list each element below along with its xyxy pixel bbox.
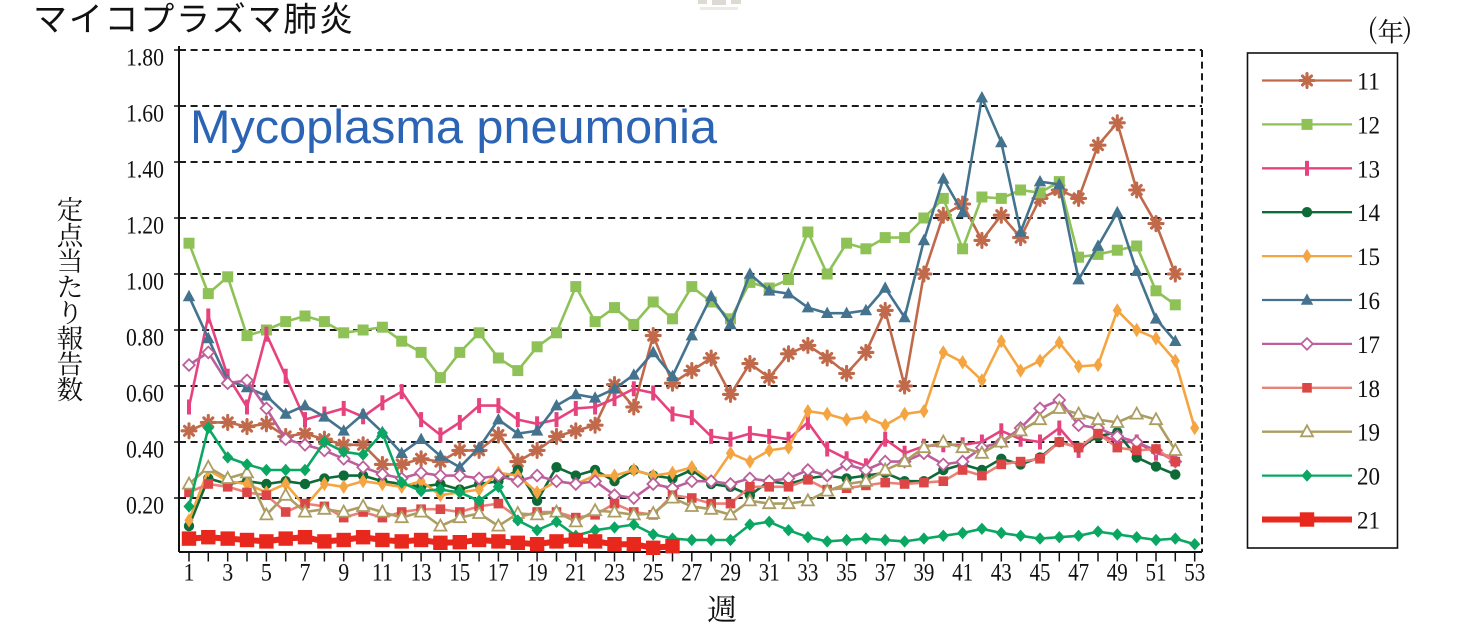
svg-text:1.20: 1.20 — [126, 213, 164, 240]
svg-text:21: 21 — [565, 560, 586, 587]
svg-text:14: 14 — [1357, 200, 1380, 227]
svg-text:1.80: 1.80 — [126, 45, 164, 72]
svg-text:16: 16 — [1357, 288, 1380, 315]
svg-text:12: 12 — [1357, 112, 1380, 139]
svg-text:17: 17 — [1357, 332, 1380, 359]
svg-text:17: 17 — [488, 560, 509, 587]
svg-text:15: 15 — [449, 560, 470, 587]
svg-text:5: 5 — [261, 560, 272, 587]
svg-text:7: 7 — [300, 560, 311, 587]
svg-text:25: 25 — [643, 560, 664, 587]
svg-text:18: 18 — [1357, 376, 1380, 403]
svg-text:53: 53 — [1184, 560, 1205, 587]
svg-text:21: 21 — [1357, 508, 1380, 535]
svg-text:33: 33 — [797, 560, 818, 587]
svg-text:20: 20 — [1357, 464, 1380, 491]
svg-text:27: 27 — [681, 560, 702, 587]
svg-text:41: 41 — [952, 560, 973, 587]
svg-text:19: 19 — [1357, 420, 1380, 447]
svg-text:0.20: 0.20 — [126, 493, 164, 520]
svg-text:13: 13 — [1357, 156, 1380, 183]
svg-text:31: 31 — [759, 560, 780, 587]
svg-text:1.60: 1.60 — [126, 101, 164, 128]
svg-text:45: 45 — [1030, 560, 1051, 587]
svg-text:1.00: 1.00 — [126, 269, 164, 296]
svg-text:0.40: 0.40 — [126, 437, 164, 464]
svg-text:15: 15 — [1357, 244, 1380, 271]
svg-text:1.40: 1.40 — [126, 157, 164, 184]
svg-text:35: 35 — [836, 560, 857, 587]
svg-text:13: 13 — [411, 560, 432, 587]
svg-text:11: 11 — [1357, 69, 1380, 96]
svg-text:19: 19 — [527, 560, 548, 587]
svg-text:Mycoplasma pneumonia: Mycoplasma pneumonia — [190, 100, 718, 153]
svg-text:1: 1 — [184, 560, 195, 587]
svg-text:43: 43 — [991, 560, 1012, 587]
svg-text:47: 47 — [1068, 560, 1089, 587]
svg-text:3: 3 — [222, 560, 233, 587]
svg-text:49: 49 — [1107, 560, 1128, 587]
svg-text:11: 11 — [372, 560, 393, 587]
svg-text:0.80: 0.80 — [126, 325, 164, 352]
svg-text:51: 51 — [1146, 560, 1167, 587]
svg-text:29: 29 — [720, 560, 741, 587]
svg-text:37: 37 — [875, 560, 896, 587]
svg-text:39: 39 — [913, 560, 934, 587]
svg-text:9: 9 — [338, 560, 349, 587]
svg-text:0.60: 0.60 — [126, 381, 164, 408]
svg-text:23: 23 — [604, 560, 625, 587]
